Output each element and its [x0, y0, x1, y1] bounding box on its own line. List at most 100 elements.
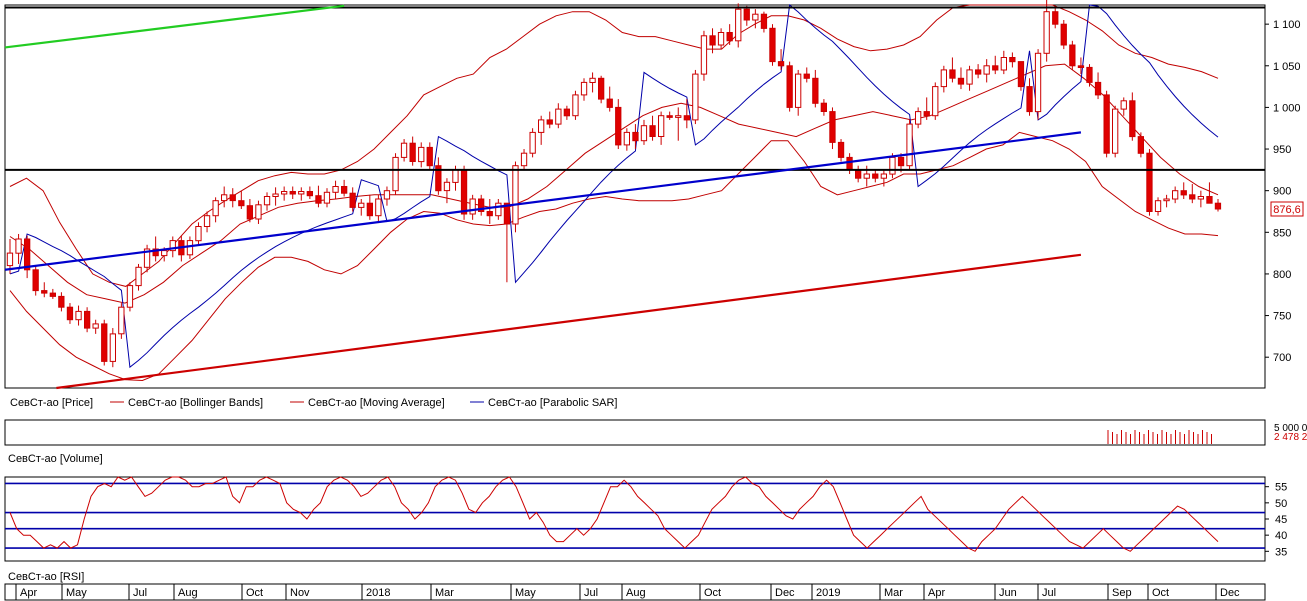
candle-up [538, 119, 545, 133]
candle-up [452, 169, 459, 183]
candle-down [1017, 61, 1025, 88]
candle-up [752, 13, 759, 21]
candle-down [66, 306, 74, 321]
candle-down [1052, 11, 1059, 25]
last-price-box [1270, 201, 1304, 217]
rsi-y-axis: 35 40 45 50 55 [1265, 482, 1287, 558]
candle-up [443, 181, 451, 192]
candle-down [829, 111, 836, 143]
trendline [4, 4, 345, 49]
candle-up [1163, 198, 1170, 202]
candle-up [658, 115, 665, 137]
x-axis-label: Nov [290, 587, 310, 599]
candle-up [940, 69, 948, 88]
candle-down [349, 192, 356, 208]
candle-up [495, 202, 502, 217]
candle-up [700, 35, 708, 75]
rsi-y-tick-label: 40 [1275, 530, 1287, 542]
candle-up [212, 200, 219, 217]
volume-panel[interactable] [4, 419, 1266, 446]
x-axis: Apr May Jul Aug Oct Nov 2018 Mar May Jul Aug Oct Dec… [15, 584, 1240, 600]
candle-down [786, 65, 793, 108]
candle-up [375, 198, 382, 217]
candle-down [837, 141, 845, 158]
candle-up [332, 186, 339, 193]
candle-up [203, 215, 211, 227]
candle-down [1060, 23, 1067, 46]
candle-up [1043, 11, 1050, 54]
candle-up [520, 152, 528, 167]
candle-down [743, 8, 750, 21]
x-axis-label: 2018 [366, 587, 390, 599]
candle-down [486, 211, 493, 217]
candle-up [75, 310, 82, 321]
candle-down [1137, 136, 1144, 154]
candle-down [1077, 65, 1085, 69]
x-axis-label: Mar [435, 587, 454, 599]
rsi-y-tick-label: 45 [1275, 514, 1287, 526]
rsi-y-tick-label: 55 [1275, 482, 1287, 494]
x-axis-label: Apr [928, 587, 945, 599]
trendline [4, 131, 1082, 271]
candle-down [803, 73, 810, 79]
candle-down [1103, 94, 1110, 154]
candle-up [263, 196, 271, 206]
rsi-levels [5, 482, 1265, 549]
x-axis-label: May [66, 587, 87, 599]
candle-down [426, 146, 433, 167]
candle-down [769, 27, 776, 63]
candle-up [915, 111, 922, 125]
price-panel[interactable] [4, 4, 1266, 389]
candle-up [1172, 190, 1179, 200]
x-axis-label: Aug [178, 587, 198, 599]
candle-down [1146, 152, 1153, 212]
candle-up [966, 69, 973, 85]
candle-up [392, 156, 399, 192]
candle-down [58, 295, 65, 308]
price-y-tick-label: 700 [1273, 352, 1291, 364]
candle-up [169, 240, 176, 252]
candle-down [1086, 66, 1093, 83]
candle-down [1214, 202, 1222, 210]
candle-down [1009, 57, 1016, 63]
candle-up [221, 194, 228, 202]
candle-down [503, 202, 511, 225]
candle-down [957, 77, 965, 85]
candle-down [855, 169, 862, 179]
candle-up [675, 115, 682, 118]
candle-down [563, 108, 571, 117]
x-axis-label: May [515, 587, 536, 599]
candle-down [820, 102, 828, 112]
candle-down [632, 131, 639, 142]
candle-down [992, 65, 999, 71]
volume-bars [1107, 430, 1212, 444]
candle-down [846, 156, 853, 171]
candle-down [289, 191, 296, 195]
candle-up [418, 146, 425, 163]
price-y-tick-label: 1 100 [1273, 19, 1301, 31]
candle-up [1154, 200, 1162, 212]
candle-down [897, 156, 905, 167]
price-y-axis: 700 750 800 850 900 950 1 000 1 050 1 100 [1265, 19, 1301, 364]
price-legend: СевСт-ао [Price] СевСт-ао [Bollinger Band… [10, 397, 618, 409]
volume-y-axis: 5 000 02 478 2 [1274, 423, 1307, 443]
x-axis-label: Jun [999, 587, 1017, 599]
candle-down [606, 98, 613, 108]
candle-up [323, 191, 331, 204]
candle-up [281, 191, 288, 195]
candle-down [1026, 86, 1033, 113]
rsi-panel[interactable] [4, 476, 1266, 562]
price-y-tick-label: 850 [1273, 227, 1291, 239]
candle-up [298, 191, 305, 195]
x-axis-label: Jul [1042, 587, 1056, 599]
candle-up [15, 238, 22, 254]
candle-down [1069, 44, 1076, 67]
price-y-tick-label: 800 [1273, 269, 1291, 281]
price-y-tick-label: 950 [1273, 144, 1291, 156]
x-axis-label: Dec [1220, 587, 1240, 599]
x-axis-label: Oct [246, 587, 263, 599]
candle-down [975, 69, 982, 75]
candle-down [683, 115, 691, 121]
candle-down [872, 173, 879, 179]
candle-down [24, 238, 31, 271]
